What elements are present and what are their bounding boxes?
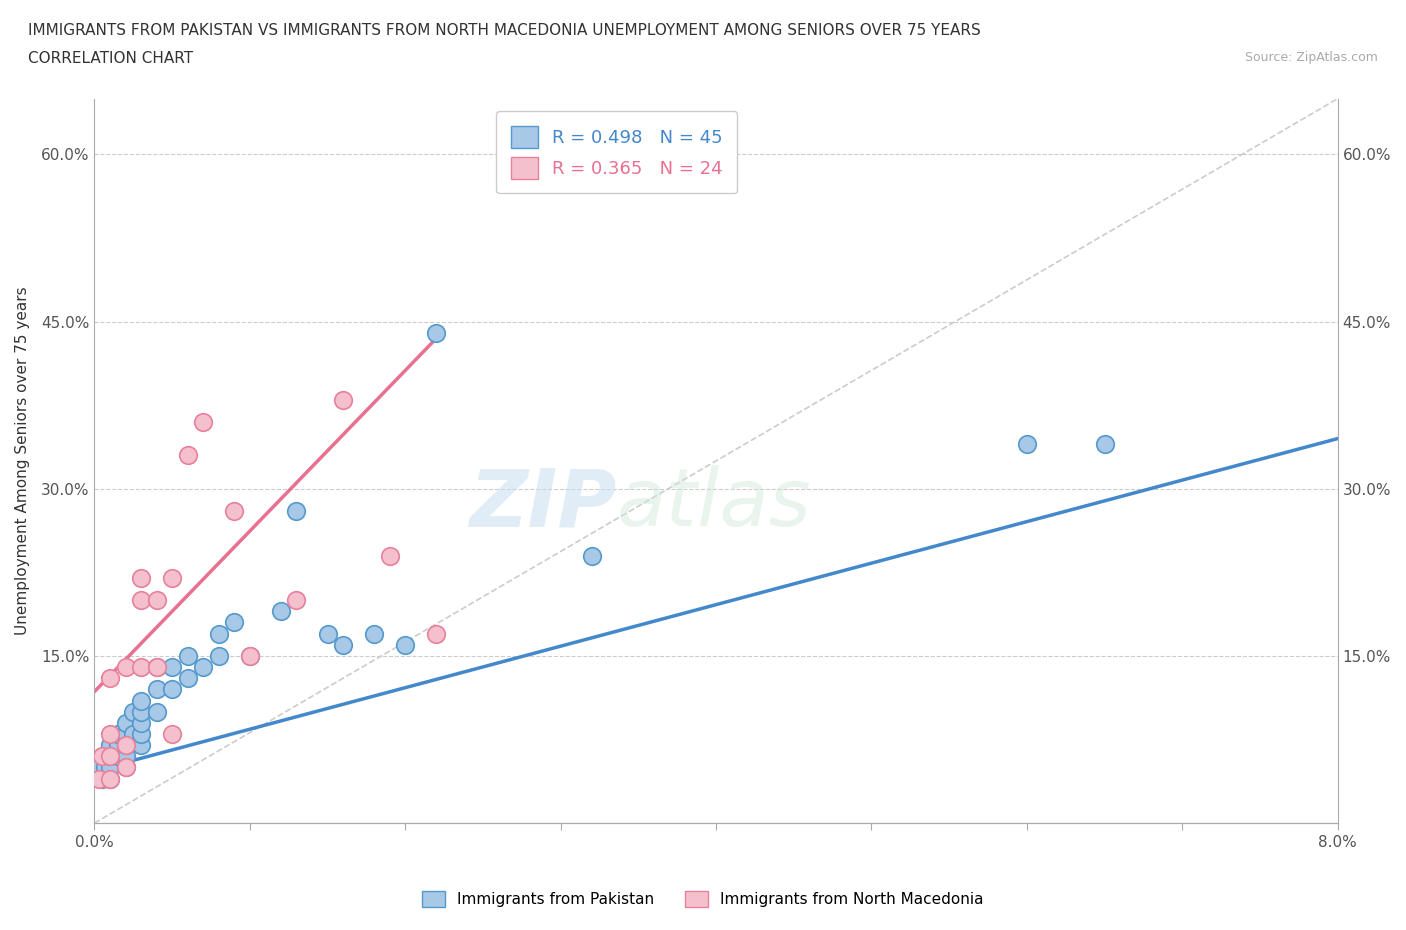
Text: ZIP: ZIP <box>470 465 617 543</box>
Point <box>129 693 152 708</box>
Point <box>145 704 167 719</box>
Point <box>1015 437 1038 452</box>
Point <box>89 771 111 786</box>
Point <box>122 726 145 741</box>
Text: Source: ZipAtlas.com: Source: ZipAtlas.com <box>1244 51 1378 64</box>
Point <box>98 771 121 786</box>
Point <box>145 659 167 674</box>
Point <box>270 604 292 618</box>
Point <box>98 737 121 752</box>
Point <box>107 737 129 752</box>
Point <box>91 771 114 786</box>
Point <box>160 659 183 674</box>
Point <box>129 704 152 719</box>
Point <box>94 760 117 775</box>
Point <box>1094 437 1116 452</box>
Point <box>129 659 152 674</box>
Point <box>107 726 129 741</box>
Point <box>332 637 354 652</box>
Text: IMMIGRANTS FROM PAKISTAN VS IMMIGRANTS FROM NORTH MACEDONIA UNEMPLOYMENT AMONG S: IMMIGRANTS FROM PAKISTAN VS IMMIGRANTS F… <box>28 23 981 38</box>
Point <box>96 749 118 764</box>
Point <box>129 592 152 607</box>
Point <box>285 504 308 519</box>
Point <box>239 648 262 663</box>
Point <box>98 671 121 685</box>
Point <box>114 760 136 775</box>
Point <box>160 570 183 585</box>
Point <box>145 659 167 674</box>
Point <box>122 704 145 719</box>
Point <box>114 737 136 752</box>
Point <box>91 749 114 764</box>
Point <box>129 726 152 741</box>
Point <box>425 326 447 340</box>
Point <box>89 760 111 775</box>
Point <box>98 749 121 764</box>
Point <box>145 682 167 697</box>
Point <box>581 548 603 563</box>
Point <box>98 726 121 741</box>
Point <box>129 737 152 752</box>
Text: CORRELATION CHART: CORRELATION CHART <box>28 51 193 66</box>
Point <box>224 504 246 519</box>
Point <box>98 760 121 775</box>
Point <box>224 615 246 630</box>
Point <box>114 737 136 752</box>
Point <box>316 626 339 641</box>
Point <box>160 726 183 741</box>
Point <box>193 415 215 430</box>
Point <box>114 749 136 764</box>
Point <box>378 548 401 563</box>
Point <box>98 749 121 764</box>
Point <box>193 659 215 674</box>
Point <box>425 626 447 641</box>
Point <box>285 592 308 607</box>
Point <box>177 648 200 663</box>
Point <box>239 648 262 663</box>
Point <box>208 648 231 663</box>
Point <box>114 760 136 775</box>
Text: atlas: atlas <box>617 465 811 543</box>
Point <box>129 715 152 730</box>
Point <box>394 637 416 652</box>
Point <box>160 682 183 697</box>
Point <box>98 771 121 786</box>
Legend: Immigrants from Pakistan, Immigrants from North Macedonia: Immigrants from Pakistan, Immigrants fro… <box>416 884 990 913</box>
Point <box>208 626 231 641</box>
Point <box>114 659 136 674</box>
Point <box>129 570 152 585</box>
Point <box>363 626 385 641</box>
Point <box>114 715 136 730</box>
Point <box>145 592 167 607</box>
Legend: R = 0.498   N = 45, R = 0.365   N = 24: R = 0.498 N = 45, R = 0.365 N = 24 <box>496 112 737 193</box>
Point <box>114 726 136 741</box>
Y-axis label: Unemployment Among Seniors over 75 years: Unemployment Among Seniors over 75 years <box>15 286 30 635</box>
Point <box>332 392 354 407</box>
Point <box>177 448 200 463</box>
Point <box>177 671 200 685</box>
Point <box>107 749 129 764</box>
